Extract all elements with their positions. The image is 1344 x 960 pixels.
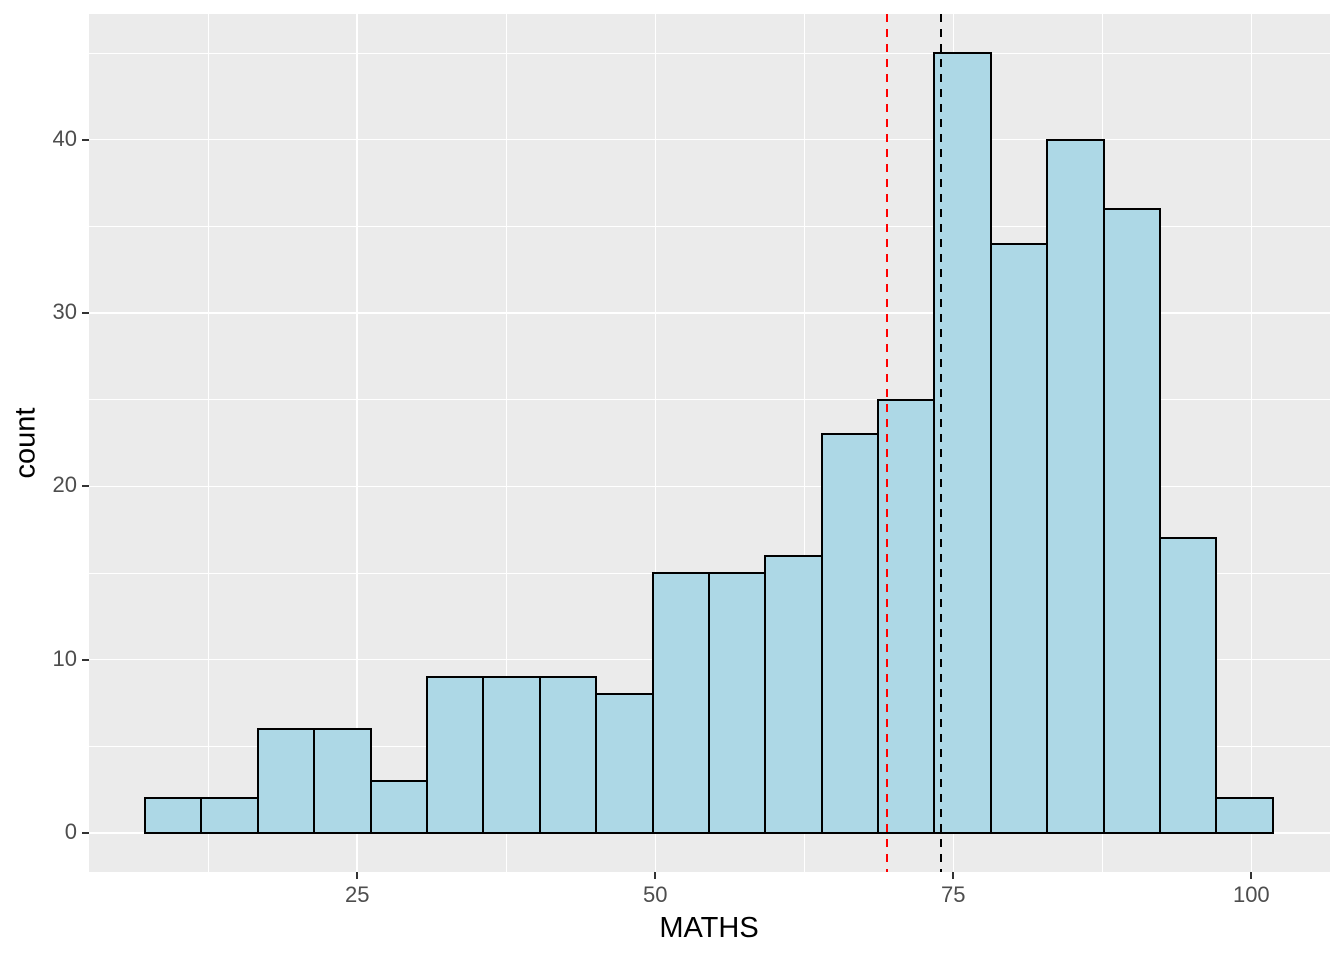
y-tick-mark bbox=[82, 312, 89, 314]
histogram-bar bbox=[1215, 797, 1274, 834]
gridline-major-vertical bbox=[356, 14, 358, 872]
gridline-minor-horizontal bbox=[89, 399, 1330, 401]
gridline-minor-vertical bbox=[803, 14, 805, 872]
histogram-bar bbox=[256, 728, 316, 834]
gridline-major-horizontal bbox=[89, 312, 1330, 314]
histogram-bar bbox=[651, 572, 710, 834]
y-tick-label: 20 bbox=[52, 472, 77, 498]
gridline-major-horizontal bbox=[89, 138, 1330, 141]
histogram-bar bbox=[595, 693, 654, 834]
histogram-bar bbox=[707, 572, 767, 834]
gridline-major-vertical bbox=[1250, 14, 1253, 872]
reference-line-black bbox=[940, 14, 943, 872]
gridline-minor-vertical bbox=[207, 14, 209, 872]
x-tick-label: 100 bbox=[1232, 882, 1270, 907]
histogram-bar bbox=[1102, 208, 1161, 834]
gridline-major-horizontal bbox=[89, 485, 1330, 488]
y-tick-label: 30 bbox=[52, 299, 77, 325]
x-tick-mark bbox=[356, 872, 359, 879]
histogram-bar bbox=[764, 554, 823, 834]
y-tick-mark bbox=[82, 138, 89, 141]
histogram-bar bbox=[482, 676, 541, 834]
y-tick-label: 0 bbox=[64, 819, 77, 845]
histogram-bar bbox=[820, 433, 880, 834]
y-tick-mark bbox=[82, 658, 89, 661]
x-tick-mark bbox=[952, 872, 955, 879]
reference-line-red bbox=[885, 14, 888, 872]
x-axis-title: MATHS bbox=[659, 912, 759, 944]
histogram-bar bbox=[425, 676, 485, 834]
histogram-bar bbox=[1159, 537, 1218, 834]
gridline-minor-horizontal bbox=[89, 52, 1330, 54]
histogram-bar bbox=[989, 242, 1049, 834]
histogram-bar bbox=[144, 797, 203, 834]
histogram-bar bbox=[538, 676, 598, 834]
gridline-minor-horizontal bbox=[89, 225, 1330, 227]
y-tick-label: 40 bbox=[52, 125, 77, 151]
plot-panel bbox=[89, 14, 1330, 872]
histogram-bar bbox=[1046, 138, 1105, 834]
histogram-bar bbox=[313, 728, 372, 834]
x-tick-label: 50 bbox=[643, 882, 668, 907]
gridline-major-vertical bbox=[654, 14, 656, 872]
x-tick-mark bbox=[654, 872, 657, 879]
gridline-minor-vertical bbox=[505, 14, 507, 872]
y-axis-title: count bbox=[9, 407, 42, 479]
histogram-bar bbox=[200, 797, 259, 834]
x-tick-mark bbox=[1250, 872, 1253, 879]
y-tick-label: 10 bbox=[52, 645, 77, 671]
y-tick-mark bbox=[82, 485, 89, 488]
histogram-bar bbox=[369, 780, 428, 834]
y-tick-mark bbox=[82, 832, 89, 834]
x-tick-label: 25 bbox=[344, 882, 370, 907]
x-tick-label: 75 bbox=[941, 882, 966, 907]
